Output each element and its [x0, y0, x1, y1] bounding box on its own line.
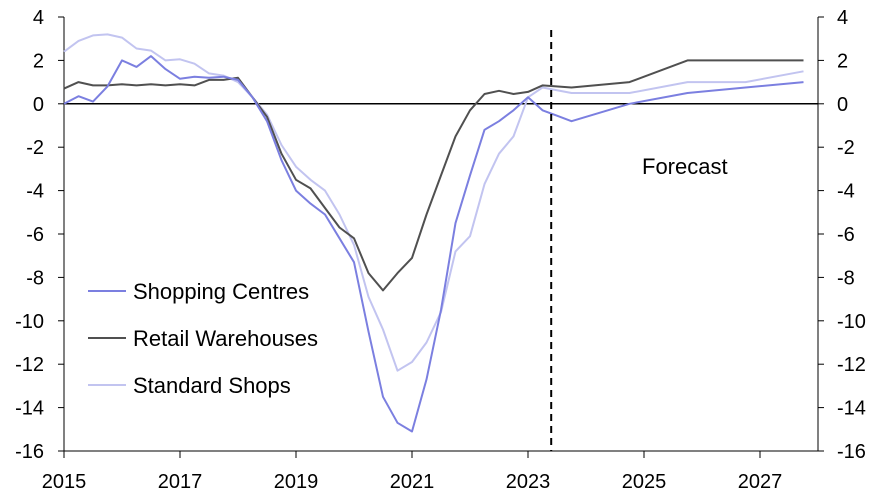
legend-label: Standard Shops [133, 373, 291, 398]
tick-labels: -16 -16 -14 -14 -12 -12 -10 -10 -8 -8 -6 -6 -4 -4 -2 -2… [15, 7, 866, 493]
y-tick-label-right: -16 [837, 441, 866, 463]
y-tick-label-right: 0 [837, 94, 848, 116]
y-tick-label-right: -6 [837, 224, 855, 246]
x-tick-label: 2021 [390, 471, 435, 493]
y-tick-label-right: -10 [837, 311, 866, 333]
y-tick-label-left: -10 [15, 311, 44, 333]
y-tick-label-left: 2 [33, 50, 44, 72]
x-tick-label: 2027 [738, 471, 783, 493]
y-tick-label-left: -4 [26, 181, 44, 203]
series-line-shopping-centres [63, 55, 804, 433]
x-tick-label: 2015 [42, 471, 87, 493]
y-tick-label-right: -4 [837, 181, 855, 203]
x-tick-label: 2023 [506, 471, 551, 493]
y-tick-label-left: -2 [26, 137, 44, 159]
y-tick-label-right: 4 [837, 7, 848, 29]
y-tick-label-left: -8 [26, 267, 44, 289]
series-lines [63, 33, 804, 433]
series-line-retail-warehouses [63, 59, 804, 292]
y-tick-label-right: 2 [837, 50, 848, 72]
y-tick-label-right: -8 [837, 267, 855, 289]
y-tick-label-right: -2 [837, 137, 855, 159]
y-tick-label-right: -12 [837, 354, 866, 376]
axes [58, 16, 824, 458]
y-tick-label-right: -14 [837, 398, 866, 420]
legend-label: Shopping Centres [133, 279, 309, 304]
y-tick-label-left: -16 [15, 441, 44, 463]
y-tick-label-left: 0 [33, 94, 44, 116]
legend-label: Retail Warehouses [133, 326, 318, 351]
y-tick-label-left: -12 [15, 354, 44, 376]
x-tick-label: 2017 [158, 471, 203, 493]
y-tick-label-left: -6 [26, 224, 44, 246]
y-tick-label-left: 4 [33, 7, 44, 29]
x-tick-label: 2019 [274, 471, 319, 493]
y-tick-label-left: -14 [15, 398, 44, 420]
legend: Shopping Centres Retail Warehouses Standar… [88, 279, 318, 398]
series-line-standard-shops [63, 33, 804, 372]
forecast-annotation: Forecast [642, 154, 728, 179]
x-tick-label: 2025 [622, 471, 667, 493]
